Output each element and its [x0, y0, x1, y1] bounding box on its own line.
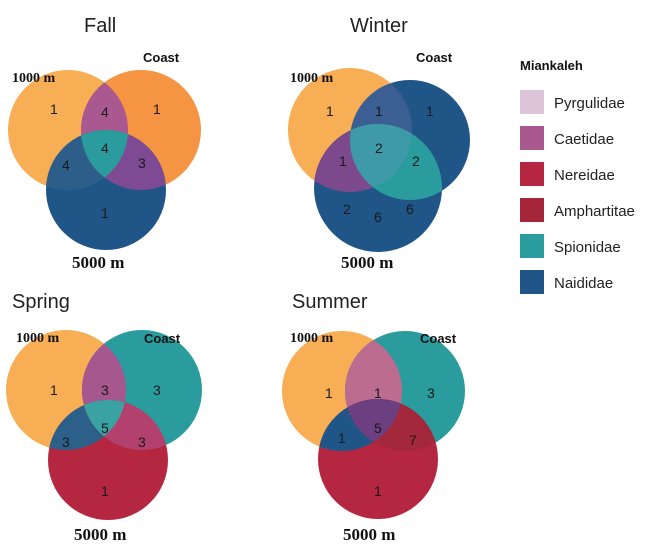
count-5000m-only-left-winter: 2	[343, 201, 351, 217]
legend-swatch-naididae	[520, 270, 544, 294]
count-1000m-only-winter: 1	[326, 103, 334, 119]
label-1000m-spring: 1000 m	[16, 331, 60, 346]
legend-label-caetidae: Caetidae	[554, 131, 614, 148]
count-coast-5000m-summer: 7	[409, 432, 417, 448]
count-5000m-only-right-winter: 6	[406, 201, 414, 217]
label-coast-fall: Coast	[143, 50, 180, 65]
label-5000m-spring: 5000 m	[74, 525, 126, 544]
count-coast-only-summer: 3	[427, 385, 435, 401]
venn-spring: Spring 1000 m Coast 5000 m 1 3 1 3 3 3 5	[6, 291, 202, 544]
legend-swatch-pyrgulidae	[520, 90, 544, 114]
count-1000m-coast-fall: 4	[101, 104, 109, 120]
count-1000m-5000m-summer: 1	[338, 430, 346, 446]
legend-label-amphartitae: Amphartitae	[554, 203, 635, 220]
count-all-spring: 5	[101, 420, 109, 436]
legend-label-spionidae: Spionidae	[554, 239, 621, 256]
season-title-fall: Fall	[84, 15, 116, 37]
label-1000m-summer: 1000 m	[290, 331, 334, 346]
legend-swatch-caetidae	[520, 126, 544, 150]
venn-fall: Fall 1000 m Coast 5000 m 1 1 1 4 4 3 4	[8, 15, 201, 272]
legend-label-pyrgulidae: Pyrgulidae	[554, 95, 625, 112]
label-5000m-fall: 5000 m	[72, 253, 124, 272]
season-title-summer: Summer	[292, 291, 368, 313]
legend: Miankaleh Pyrgulidae Caetidae Nereidae Amph…	[520, 58, 635, 294]
count-all-summer: 5	[374, 420, 382, 436]
label-coast-winter: Coast	[416, 50, 453, 65]
legend-label-nereidae: Nereidae	[554, 167, 615, 184]
season-title-winter: Winter	[350, 15, 408, 37]
venn-winter: Winter 1000 m Coast 5000 m 1 1 1 1 2 2 2…	[288, 15, 470, 272]
count-1000m-coast-spring: 3	[101, 382, 109, 398]
count-coast-only-fall: 1	[153, 101, 161, 117]
count-1000m-only-spring: 1	[50, 382, 58, 398]
label-5000m-winter: 5000 m	[341, 253, 393, 272]
count-coast-5000m-fall: 3	[138, 155, 146, 171]
season-title-spring: Spring	[12, 291, 70, 313]
count-coast-only-winter: 1	[426, 103, 434, 119]
label-5000m-summer: 5000 m	[343, 525, 395, 544]
overlap-bc-winter	[350, 124, 442, 200]
legend-title: Miankaleh	[520, 58, 583, 73]
count-1000m-coast-winter: 1	[375, 103, 383, 119]
count-5000m-only-spring: 1	[101, 483, 109, 499]
count-5000m-only-fall: 1	[101, 205, 109, 221]
overlap-ac-summer	[318, 399, 402, 451]
count-coast-5000m-winter: 2	[412, 153, 420, 169]
count-all-fall: 4	[101, 140, 109, 156]
count-1000m-only-summer: 1	[325, 385, 333, 401]
label-coast-summer: Coast	[420, 331, 457, 346]
overlap-ac-fall	[46, 130, 128, 190]
count-1000m-coast-summer: 1	[374, 385, 382, 401]
legend-swatch-spionidae	[520, 234, 544, 258]
count-all-winter: 2	[375, 140, 383, 156]
count-coast-only-spring: 3	[153, 382, 161, 398]
count-1000m-5000m-fall: 4	[62, 157, 70, 173]
legend-label-naididae: Naididae	[554, 275, 613, 292]
count-1000m-only-fall: 1	[50, 101, 58, 117]
count-coast-5000m-spring: 3	[138, 434, 146, 450]
label-1000m-fall: 1000 m	[12, 71, 56, 86]
overlap-bc-fall	[81, 130, 166, 190]
overlap-ac-spring	[48, 400, 126, 450]
count-5000m-only-mid-winter: 6	[374, 209, 382, 225]
label-coast-spring: Coast	[144, 331, 181, 346]
venn-summer: Summer 1000 m Coast 5000 m 1 3 1 1 1 7 5	[282, 291, 465, 544]
label-1000m-winter: 1000 m	[290, 71, 334, 86]
count-1000m-5000m-winter: 1	[339, 153, 347, 169]
legend-swatch-nereidae	[520, 162, 544, 186]
legend-swatch-amphartitae	[520, 198, 544, 222]
count-5000m-only-summer: 1	[374, 483, 382, 499]
count-1000m-5000m-spring: 3	[62, 434, 70, 450]
overlap-bc-spring	[82, 400, 168, 450]
